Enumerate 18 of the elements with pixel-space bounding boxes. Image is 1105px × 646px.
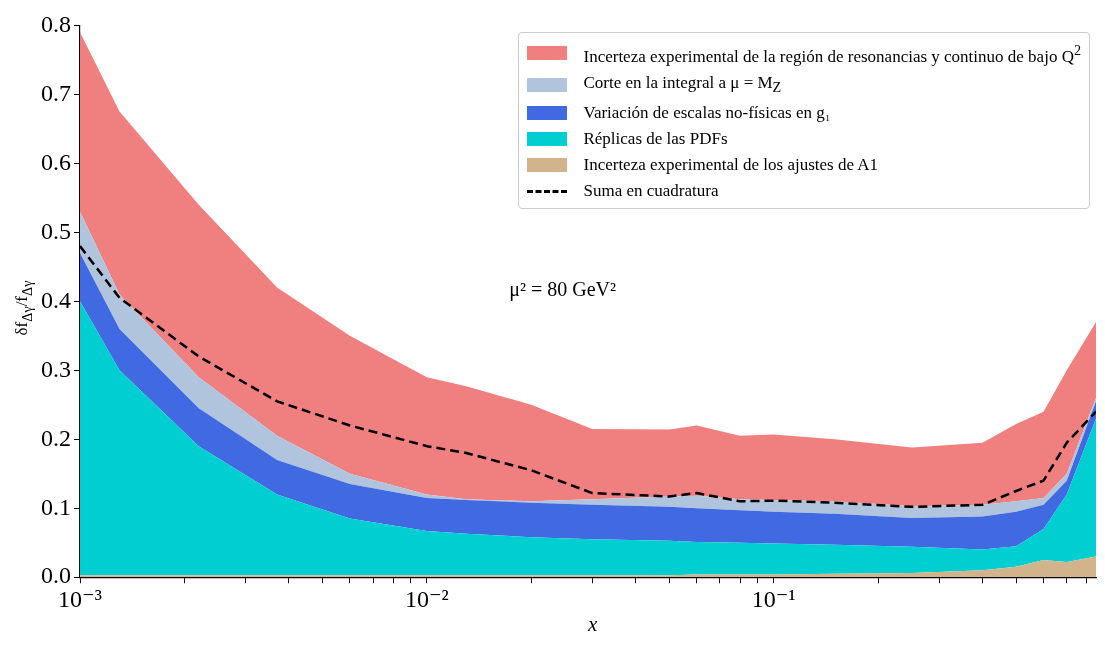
legend-label: Corte en la integral a μ = M$_{Z}$ [583, 71, 782, 98]
legend-label: Incerteza experimental de la región de resonancias y continuo de bajo Q$^{2}$ [583, 41, 1081, 68]
y-tick-label: 0.6 [41, 148, 71, 175]
y-tick-label: 0.8 [41, 10, 71, 37]
x-axis-title: x [588, 612, 598, 637]
annotation: μ² = 80 GeV² [509, 277, 616, 301]
legend-label: Réplicas de las PDFs [583, 128, 728, 151]
y-tick-label: 0.5 [41, 217, 71, 244]
legend-label: Variación de escalas no-físicas en g₁ [583, 102, 831, 125]
y-tick-label: 0.2 [41, 424, 71, 451]
y-tick-label: 0.7 [41, 79, 71, 106]
x-tick-label: 10⁻¹ [751, 585, 796, 612]
y-tick-label: 0.1 [41, 493, 71, 520]
legend-label: Incerteza experimental de los ajustes de A1 [583, 154, 879, 177]
legend-label: Suma en cuadratura [583, 180, 719, 203]
x-tick-label: 10⁻² [404, 585, 449, 612]
y-tick-label: 0.4 [41, 286, 71, 313]
y-tick-label: 0.3 [41, 355, 71, 382]
